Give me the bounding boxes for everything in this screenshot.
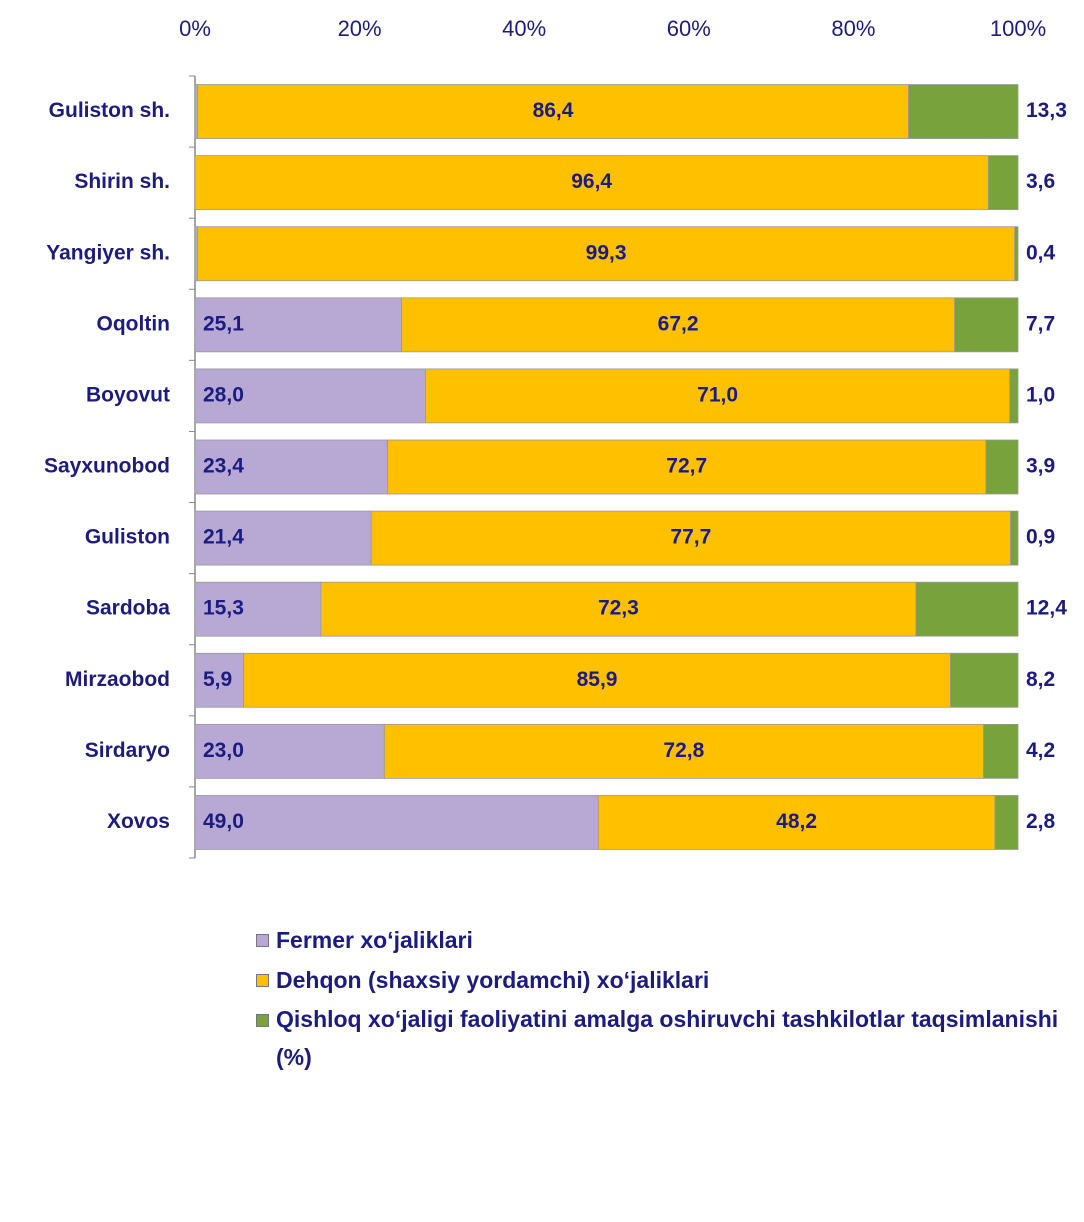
value-label: 8,2 xyxy=(1026,668,1055,691)
bar-segment xyxy=(983,723,1019,779)
value-label: 72,3 xyxy=(598,597,639,620)
category-label: Sirdaryo xyxy=(85,739,170,762)
bar-segment xyxy=(401,297,956,353)
value-label: 2,8 xyxy=(1026,810,1056,833)
bar-segment xyxy=(194,368,426,424)
x-tick-label: 20% xyxy=(338,16,382,41)
value-label: 77,7 xyxy=(670,526,711,549)
bar-segment xyxy=(994,795,1019,850)
value-label: 85,9 xyxy=(577,668,618,691)
bar-segment xyxy=(194,652,244,708)
value-label: 72,7 xyxy=(666,455,707,478)
value-label: 15,3 xyxy=(203,597,244,620)
bar-segment xyxy=(194,795,599,850)
category-label: Xovos xyxy=(107,810,170,833)
legend: Fermer xo‘jaliklari Dehqon (shaxsiy yorda… xyxy=(252,920,1072,1077)
bar-segment xyxy=(387,439,987,495)
legend-swatch xyxy=(256,934,269,947)
category-label: Mirzaobod xyxy=(65,668,170,691)
category-label: Guliston sh. xyxy=(49,99,170,122)
value-label: 12,4 xyxy=(1026,597,1067,620)
category-label: Shirin sh. xyxy=(74,170,170,193)
bar-segment xyxy=(1009,368,1019,424)
x-tick-label: 100% xyxy=(990,16,1046,41)
x-tick-label: 40% xyxy=(502,16,546,41)
value-label: 0,4 xyxy=(1026,241,1056,264)
legend-swatch xyxy=(256,974,269,987)
value-label: 21,4 xyxy=(203,526,244,549)
category-label: Sardoba xyxy=(86,597,170,620)
x-tick-label: 0% xyxy=(179,16,211,41)
category-label: Guliston xyxy=(85,526,170,549)
x-tick-label: 80% xyxy=(831,16,875,41)
value-label: 72,8 xyxy=(663,739,704,762)
legend-item: Fermer xo‘jaliklari xyxy=(252,920,1072,960)
category-label: Oqoltin xyxy=(97,312,170,335)
bar-segment xyxy=(197,84,909,139)
value-label: 5,9 xyxy=(203,668,232,691)
bar-segment xyxy=(985,439,1019,495)
value-label: 1,0 xyxy=(1026,383,1055,406)
category-label: Boyovut xyxy=(86,383,170,406)
bar-segment xyxy=(908,84,1019,139)
value-label: 96,4 xyxy=(571,170,612,193)
bar-segment xyxy=(243,652,951,708)
value-label: 49,0 xyxy=(203,810,244,833)
bar-segment xyxy=(197,226,1016,282)
legend-label: Fermer xo‘jaliklari xyxy=(276,927,473,953)
value-label: 3,9 xyxy=(1026,455,1055,478)
bar-segment xyxy=(425,368,1011,424)
value-label: 7,7 xyxy=(1026,312,1055,335)
bar-segment xyxy=(950,652,1019,708)
legend-label: Dehqon (shaxsiy yordamchi) xo‘jaliklari xyxy=(276,967,710,993)
value-label: 28,0 xyxy=(203,383,244,406)
bar-segment xyxy=(194,155,989,211)
value-label: 67,2 xyxy=(658,312,699,335)
bar-segment xyxy=(987,155,1019,211)
value-label: 86,4 xyxy=(533,99,574,122)
legend-label: Qishloq xo‘jaligi faoliyatini amalga osh… xyxy=(276,1006,1059,1070)
legend-item: Dehqon (shaxsiy yordamchi) xo‘jaliklari xyxy=(252,960,1072,1000)
value-label: 48,2 xyxy=(776,810,817,833)
category-label: Sayxunobod xyxy=(44,455,170,478)
value-label: 0,9 xyxy=(1026,526,1055,549)
value-label: 23,4 xyxy=(203,455,244,478)
x-tick-label: 60% xyxy=(667,16,711,41)
bar-segment xyxy=(1010,510,1019,566)
value-label: 13,3 xyxy=(1026,99,1067,122)
chart: 0%20%40%60%80%100%Guliston sh.0,386,413,… xyxy=(44,16,1067,859)
value-label: 23,0 xyxy=(203,739,244,762)
bar-segment xyxy=(194,510,372,566)
bar-segment xyxy=(194,581,322,637)
bar-segment xyxy=(597,795,996,850)
legend-swatch xyxy=(256,1014,269,1027)
value-label: 25,1 xyxy=(203,312,244,335)
value-label: 3,6 xyxy=(1026,170,1055,193)
value-label: 71,0 xyxy=(697,383,738,406)
bar-segment xyxy=(1014,226,1019,282)
bar-segment xyxy=(194,439,388,495)
category-label: Yangiyer sh. xyxy=(46,241,170,264)
bar-segment xyxy=(915,581,1019,637)
bar-segment xyxy=(954,297,1019,353)
legend-item: Qishloq xo‘jaligi faoliyatini amalga osh… xyxy=(252,1000,1072,1077)
bar-segment xyxy=(194,723,385,779)
value-label: 99,3 xyxy=(586,241,627,264)
bar-segment xyxy=(383,723,984,779)
value-label: 4,2 xyxy=(1026,739,1055,762)
